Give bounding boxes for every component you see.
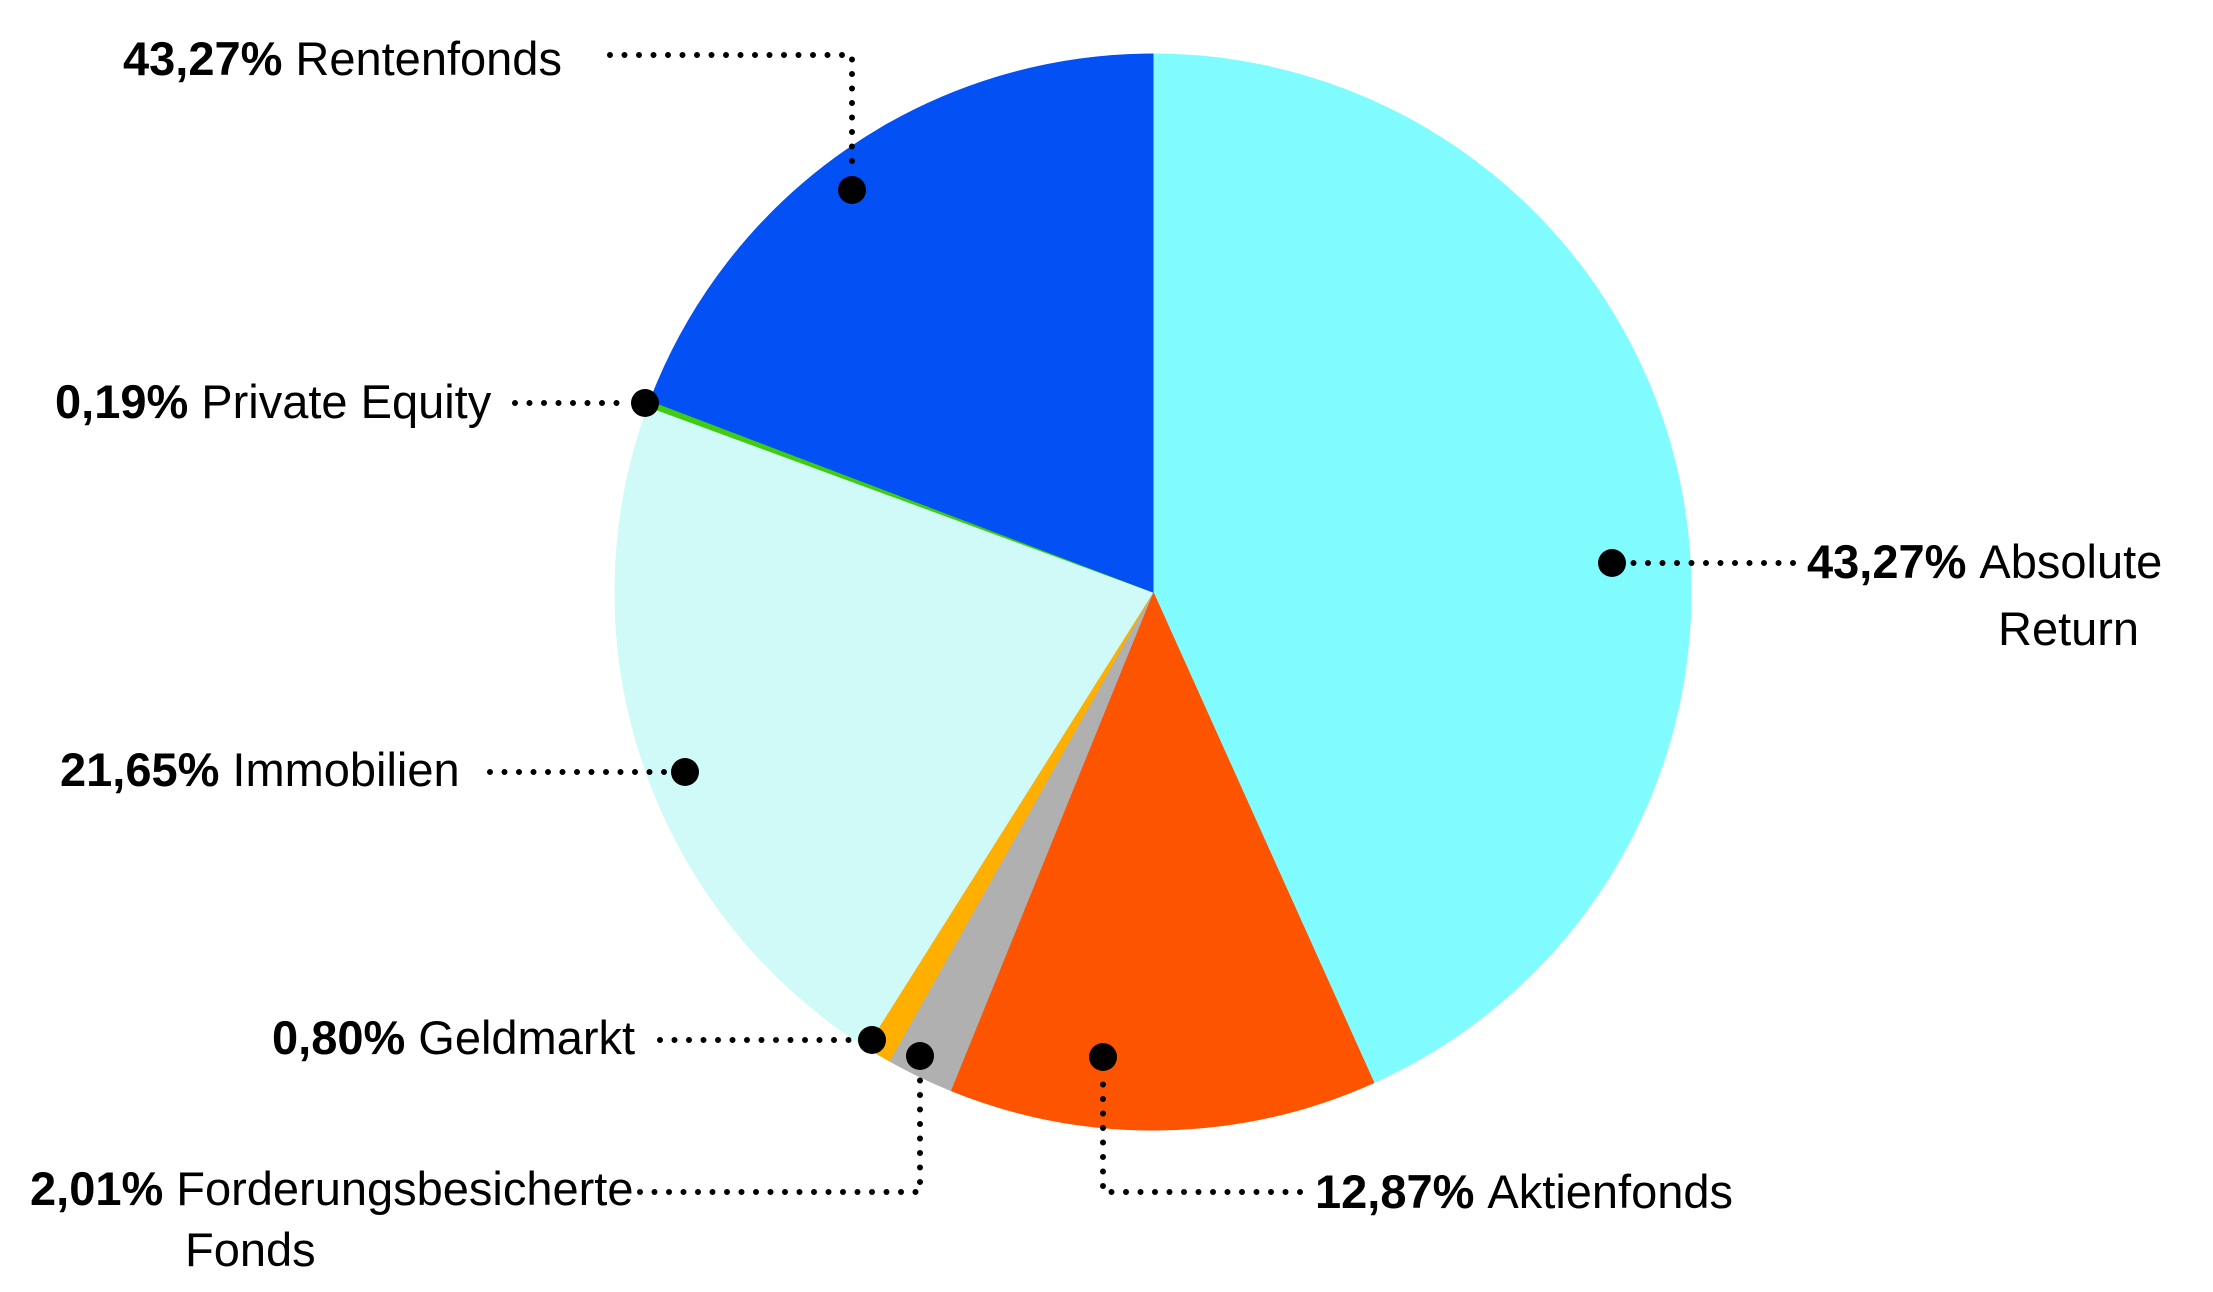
rentenfonds-percent: 43,27% xyxy=(123,32,282,85)
absolute-return-name-line1: Absolute xyxy=(1979,535,2162,588)
rentenfonds-name: Rentenfonds xyxy=(295,32,562,85)
forderungsbesicherte-fonds-name-line1: Forderungsbesicherte xyxy=(176,1162,633,1215)
aktienfonds-name: Aktienfonds xyxy=(1487,1165,1733,1218)
absolute-return-label: 43,27% Absolute xyxy=(1807,535,2162,588)
geldmarkt-name: Geldmarkt xyxy=(418,1011,635,1064)
pie-slices xyxy=(614,53,1692,1131)
immobilien-anchor-dot xyxy=(671,758,699,786)
immobilien-label: 21,65% Immobilien xyxy=(60,743,460,796)
pie-slice-immobilien xyxy=(614,405,1154,1048)
forderungsbesicherte-fonds-label: 2,01% Forderungsbesicherte xyxy=(30,1162,633,1215)
forderungsbesicherte-fonds-anchor-dot xyxy=(906,1042,934,1070)
private-equity-label: 0,19% Private Equity xyxy=(55,375,492,428)
pie-slice-absolute-return xyxy=(1152,53,1692,1084)
private-equity-anchor-dot xyxy=(631,389,659,417)
aktienfonds-leader-line xyxy=(1100,1072,1303,1195)
rentenfonds-label: 43,27% Rentenfonds xyxy=(123,32,562,85)
pie-slice-rentenfonds xyxy=(649,53,1154,593)
immobilien-percent: 21,65% xyxy=(60,743,219,796)
leader-lines xyxy=(487,52,1796,1195)
aktienfonds-label: 12,87% Aktienfonds xyxy=(1315,1165,1733,1218)
absolute-return-percent: 43,27% xyxy=(1807,535,1966,588)
aktienfonds-anchor-dot xyxy=(1089,1043,1117,1071)
aktienfonds-percent: 12,87% xyxy=(1315,1165,1474,1218)
immobilien-name: Immobilien xyxy=(232,743,459,796)
absolute-return-anchor-dot xyxy=(1598,549,1626,577)
absolute-return-name-line2: Return xyxy=(1998,602,2139,655)
forderungsbesicherte-fonds-leader-line xyxy=(637,1071,923,1195)
rentenfonds-anchor-dot xyxy=(838,176,866,204)
geldmarkt-label: 0,80% Geldmarkt xyxy=(272,1011,635,1064)
rentenfonds-leader-line xyxy=(607,52,855,175)
geldmarkt-anchor-dot xyxy=(858,1026,886,1054)
private-equity-name: Private Equity xyxy=(201,375,491,428)
forderungsbesicherte-fonds-name-line2: Fonds xyxy=(185,1223,316,1276)
pie-slice-aktienfonds xyxy=(949,590,1375,1131)
slice-labels: 43,27% Rentenfonds 0,19% Private Equity 21… xyxy=(30,32,2162,1276)
geldmarkt-percent: 0,80% xyxy=(272,1011,405,1064)
private-equity-percent: 0,19% xyxy=(55,375,188,428)
forderungsbesicherte-fonds-percent: 2,01% xyxy=(30,1162,163,1215)
